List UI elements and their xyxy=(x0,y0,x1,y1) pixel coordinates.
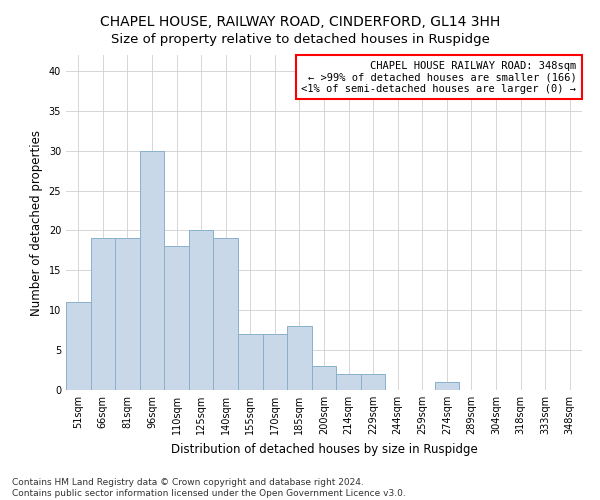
Text: CHAPEL HOUSE, RAILWAY ROAD, CINDERFORD, GL14 3HH: CHAPEL HOUSE, RAILWAY ROAD, CINDERFORD, … xyxy=(100,15,500,29)
Bar xyxy=(263,334,287,390)
Bar xyxy=(140,150,164,390)
Bar xyxy=(189,230,214,390)
Bar xyxy=(238,334,263,390)
Y-axis label: Number of detached properties: Number of detached properties xyxy=(30,130,43,316)
Bar xyxy=(115,238,140,390)
Bar xyxy=(287,326,312,390)
Bar xyxy=(361,374,385,390)
Bar xyxy=(91,238,115,390)
Text: Size of property relative to detached houses in Ruspidge: Size of property relative to detached ho… xyxy=(110,32,490,46)
Bar xyxy=(214,238,238,390)
Bar xyxy=(434,382,459,390)
Bar xyxy=(66,302,91,390)
Bar xyxy=(336,374,361,390)
Bar xyxy=(312,366,336,390)
Text: Contains HM Land Registry data © Crown copyright and database right 2024.
Contai: Contains HM Land Registry data © Crown c… xyxy=(12,478,406,498)
Text: CHAPEL HOUSE RAILWAY ROAD: 348sqm
← >99% of detached houses are smaller (166)
<1: CHAPEL HOUSE RAILWAY ROAD: 348sqm ← >99%… xyxy=(301,60,577,94)
X-axis label: Distribution of detached houses by size in Ruspidge: Distribution of detached houses by size … xyxy=(170,442,478,456)
Bar xyxy=(164,246,189,390)
